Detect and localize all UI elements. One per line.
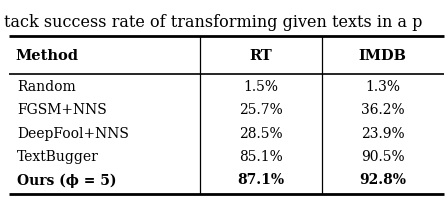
- Text: tack success rate of transforming given texts in a p: tack success rate of transforming given …: [4, 14, 423, 31]
- Text: 36.2%: 36.2%: [361, 103, 405, 117]
- Text: DeepFool+NNS: DeepFool+NNS: [17, 126, 129, 141]
- Text: 25.7%: 25.7%: [239, 103, 283, 117]
- Text: 90.5%: 90.5%: [361, 150, 405, 164]
- Text: 92.8%: 92.8%: [359, 173, 406, 187]
- Text: 1.3%: 1.3%: [365, 80, 400, 94]
- Text: 1.5%: 1.5%: [244, 80, 279, 94]
- Text: Ours (ϕ = 5): Ours (ϕ = 5): [17, 173, 116, 188]
- Text: IMDB: IMDB: [359, 49, 407, 63]
- Text: TextBugger: TextBugger: [17, 150, 99, 164]
- Text: 23.9%: 23.9%: [361, 126, 405, 141]
- Text: RT: RT: [250, 49, 272, 63]
- Text: Method: Method: [16, 49, 79, 63]
- Text: 28.5%: 28.5%: [239, 126, 283, 141]
- Text: FGSM+NNS: FGSM+NNS: [17, 103, 107, 117]
- Text: 85.1%: 85.1%: [239, 150, 283, 164]
- Text: Random: Random: [17, 80, 76, 94]
- Text: 87.1%: 87.1%: [237, 173, 284, 187]
